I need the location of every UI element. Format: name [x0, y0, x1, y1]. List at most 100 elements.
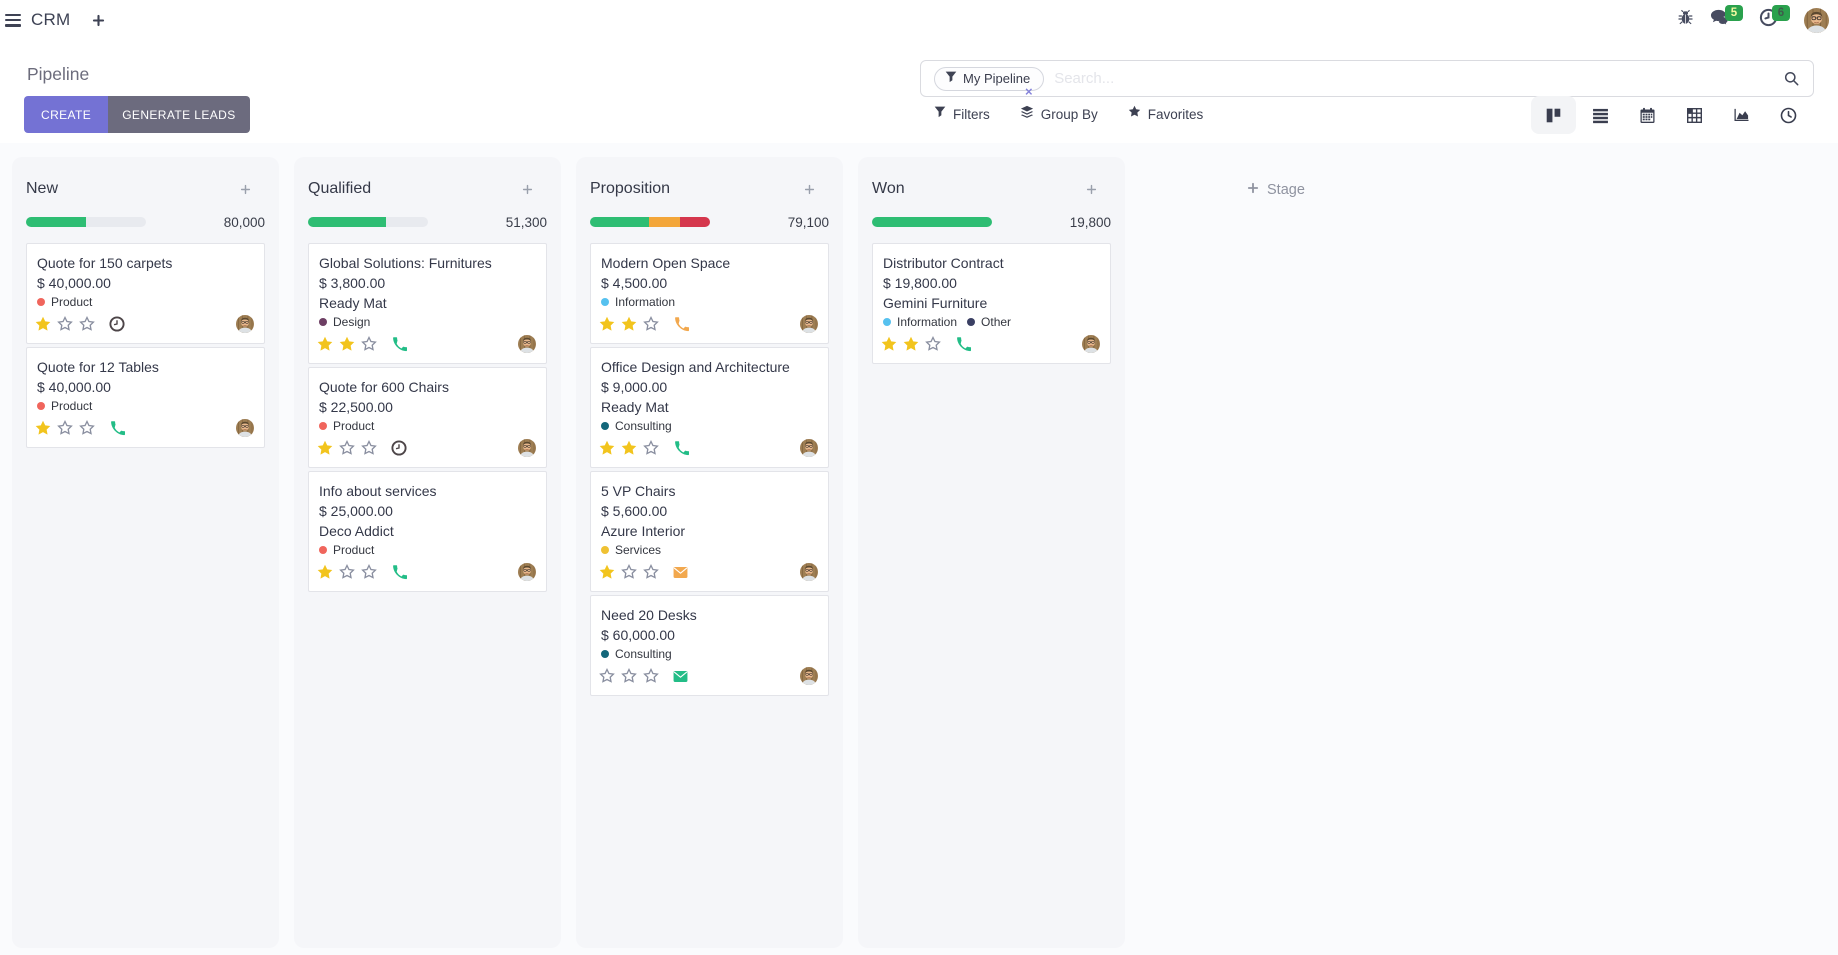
star-filled[interactable]	[621, 316, 637, 332]
star-filled[interactable]	[35, 420, 51, 436]
star-empty[interactable]	[925, 336, 941, 352]
column-progressbar[interactable]	[590, 217, 710, 227]
star-empty[interactable]	[643, 668, 659, 684]
star-empty[interactable]	[599, 668, 615, 684]
activity-phone-warning-icon[interactable]	[673, 316, 689, 332]
progress-segment-success[interactable]	[308, 217, 386, 227]
activity-envelope-warning-icon[interactable]	[673, 565, 688, 580]
view-switcher-calendar[interactable]	[1625, 96, 1670, 134]
card-avatar[interactable]	[518, 439, 536, 457]
star-filled[interactable]	[599, 316, 615, 332]
facet-remove-button[interactable]: ×	[1025, 84, 1033, 99]
progress-segment-success[interactable]	[590, 217, 649, 227]
star-empty[interactable]	[79, 420, 95, 436]
card-avatar[interactable]	[236, 315, 254, 333]
kanban-card[interactable]: Global Solutions: Furnitures $ 3,800.00 Re…	[308, 243, 547, 364]
quick-create-plus-icon[interactable]	[802, 182, 817, 197]
new-tab-plus-icon[interactable]	[92, 14, 105, 27]
progress-segment-success[interactable]	[872, 217, 992, 227]
star-filled[interactable]	[317, 440, 333, 456]
group-by-menu-button[interactable]: Group By	[1020, 105, 1098, 124]
star-empty[interactable]	[643, 316, 659, 332]
tag-label: Services	[615, 542, 662, 557]
star-filled[interactable]	[339, 336, 355, 352]
view-switcher-list[interactable]	[1578, 96, 1623, 134]
favorites-menu-button[interactable]: Favorites	[1128, 105, 1203, 123]
star-filled[interactable]	[317, 336, 333, 352]
activity-phone-success-icon[interactable]	[391, 336, 407, 352]
star-empty[interactable]	[643, 564, 659, 580]
star-filled[interactable]	[599, 564, 615, 580]
kanban-card[interactable]: Distributor Contract $ 19,800.00 Gemini Fu…	[872, 243, 1111, 364]
star-filled[interactable]	[881, 336, 897, 352]
view-switcher-graph[interactable]	[1719, 96, 1764, 134]
card-avatar[interactable]	[236, 419, 254, 437]
card-tags: Product	[319, 541, 536, 558]
star-empty[interactable]	[361, 336, 377, 352]
star-empty[interactable]	[621, 668, 637, 684]
star-empty[interactable]	[621, 564, 637, 580]
star-empty[interactable]	[57, 316, 73, 332]
add-stage-button[interactable]: Stage	[1247, 181, 1305, 199]
card-avatar[interactable]	[800, 563, 818, 581]
kanban-card[interactable]: Modern Open Space $ 4,500.00 Information	[590, 243, 829, 344]
messages-menu-button[interactable]: 5	[1710, 5, 1743, 32]
star-filled[interactable]	[317, 564, 333, 580]
create-button[interactable]: CREATE	[24, 96, 109, 133]
star-filled[interactable]	[621, 440, 637, 456]
column-progressbar[interactable]	[872, 217, 992, 227]
view-switcher-pivot[interactable]	[1672, 96, 1717, 134]
column-progressbar[interactable]	[308, 217, 428, 227]
view-switcher-activity[interactable]	[1766, 96, 1811, 134]
progress-segment-danger[interactable]	[679, 217, 710, 227]
search-icon[interactable]	[1784, 71, 1799, 86]
star-empty[interactable]	[643, 440, 659, 456]
card-avatar[interactable]	[800, 667, 818, 685]
debug-menu-button[interactable]	[1677, 9, 1694, 31]
column-progressbar[interactable]	[26, 217, 146, 227]
user-avatar[interactable]	[1804, 7, 1829, 33]
star-empty[interactable]	[57, 420, 73, 436]
activity-envelope-success-icon[interactable]	[673, 669, 688, 684]
quick-create-plus-icon[interactable]	[1084, 182, 1099, 197]
quick-create-plus-icon[interactable]	[520, 182, 535, 197]
activities-menu-button[interactable]: 6	[1759, 5, 1790, 32]
card-avatar[interactable]	[1082, 335, 1100, 353]
star-empty[interactable]	[361, 564, 377, 580]
star-filled[interactable]	[35, 316, 51, 332]
star-filled[interactable]	[599, 440, 615, 456]
card-avatar[interactable]	[518, 335, 536, 353]
search-facet-my-pipeline[interactable]: My Pipeline	[934, 66, 1045, 91]
star-empty[interactable]	[79, 316, 95, 332]
star-empty[interactable]	[339, 564, 355, 580]
kanban-card[interactable]: 5 VP Chairs $ 5,600.00 Azure Interior Servi…	[590, 471, 829, 592]
star-empty[interactable]	[339, 440, 355, 456]
activity-phone-success-icon[interactable]	[391, 564, 407, 580]
card-avatar[interactable]	[800, 439, 818, 457]
apps-menu-icon[interactable]	[5, 13, 21, 27]
search-bar[interactable]: My Pipeline Search... ×	[920, 60, 1814, 99]
kanban-card[interactable]: Office Design and Architecture $ 9,000.00…	[590, 347, 829, 468]
kanban-card[interactable]: Quote for 150 carpets $ 40,000.00 Product	[26, 243, 265, 344]
activity-clock-icon[interactable]	[391, 440, 407, 456]
priority-stars	[317, 564, 383, 580]
kanban-card[interactable]: Quote for 600 Chairs $ 22,500.00 Product	[308, 367, 547, 468]
activity-phone-success-icon[interactable]	[955, 336, 971, 352]
star-empty[interactable]	[361, 440, 377, 456]
kanban-card[interactable]: Info about services $ 25,000.00 Deco Addic…	[308, 471, 547, 592]
card-avatar[interactable]	[800, 315, 818, 333]
progress-segment-warning[interactable]	[648, 217, 680, 227]
star-filled[interactable]	[903, 336, 919, 352]
app-name[interactable]: CRM	[31, 10, 71, 29]
card-avatar[interactable]	[518, 563, 536, 581]
quick-create-plus-icon[interactable]	[238, 182, 253, 197]
kanban-card[interactable]: Need 20 Desks $ 60,000.00 Consulting	[590, 595, 829, 696]
activity-phone-success-icon[interactable]	[109, 420, 125, 436]
kanban-card[interactable]: Quote for 12 Tables $ 40,000.00 Product	[26, 347, 265, 448]
progress-segment-success[interactable]	[26, 217, 86, 227]
view-switcher-kanban[interactable]	[1531, 96, 1576, 134]
activity-clock-icon[interactable]	[109, 316, 125, 332]
activity-phone-success-icon[interactable]	[673, 440, 689, 456]
filters-menu-button[interactable]: Filters	[934, 105, 990, 123]
generate-leads-button[interactable]: GENERATE LEADS	[108, 96, 250, 133]
